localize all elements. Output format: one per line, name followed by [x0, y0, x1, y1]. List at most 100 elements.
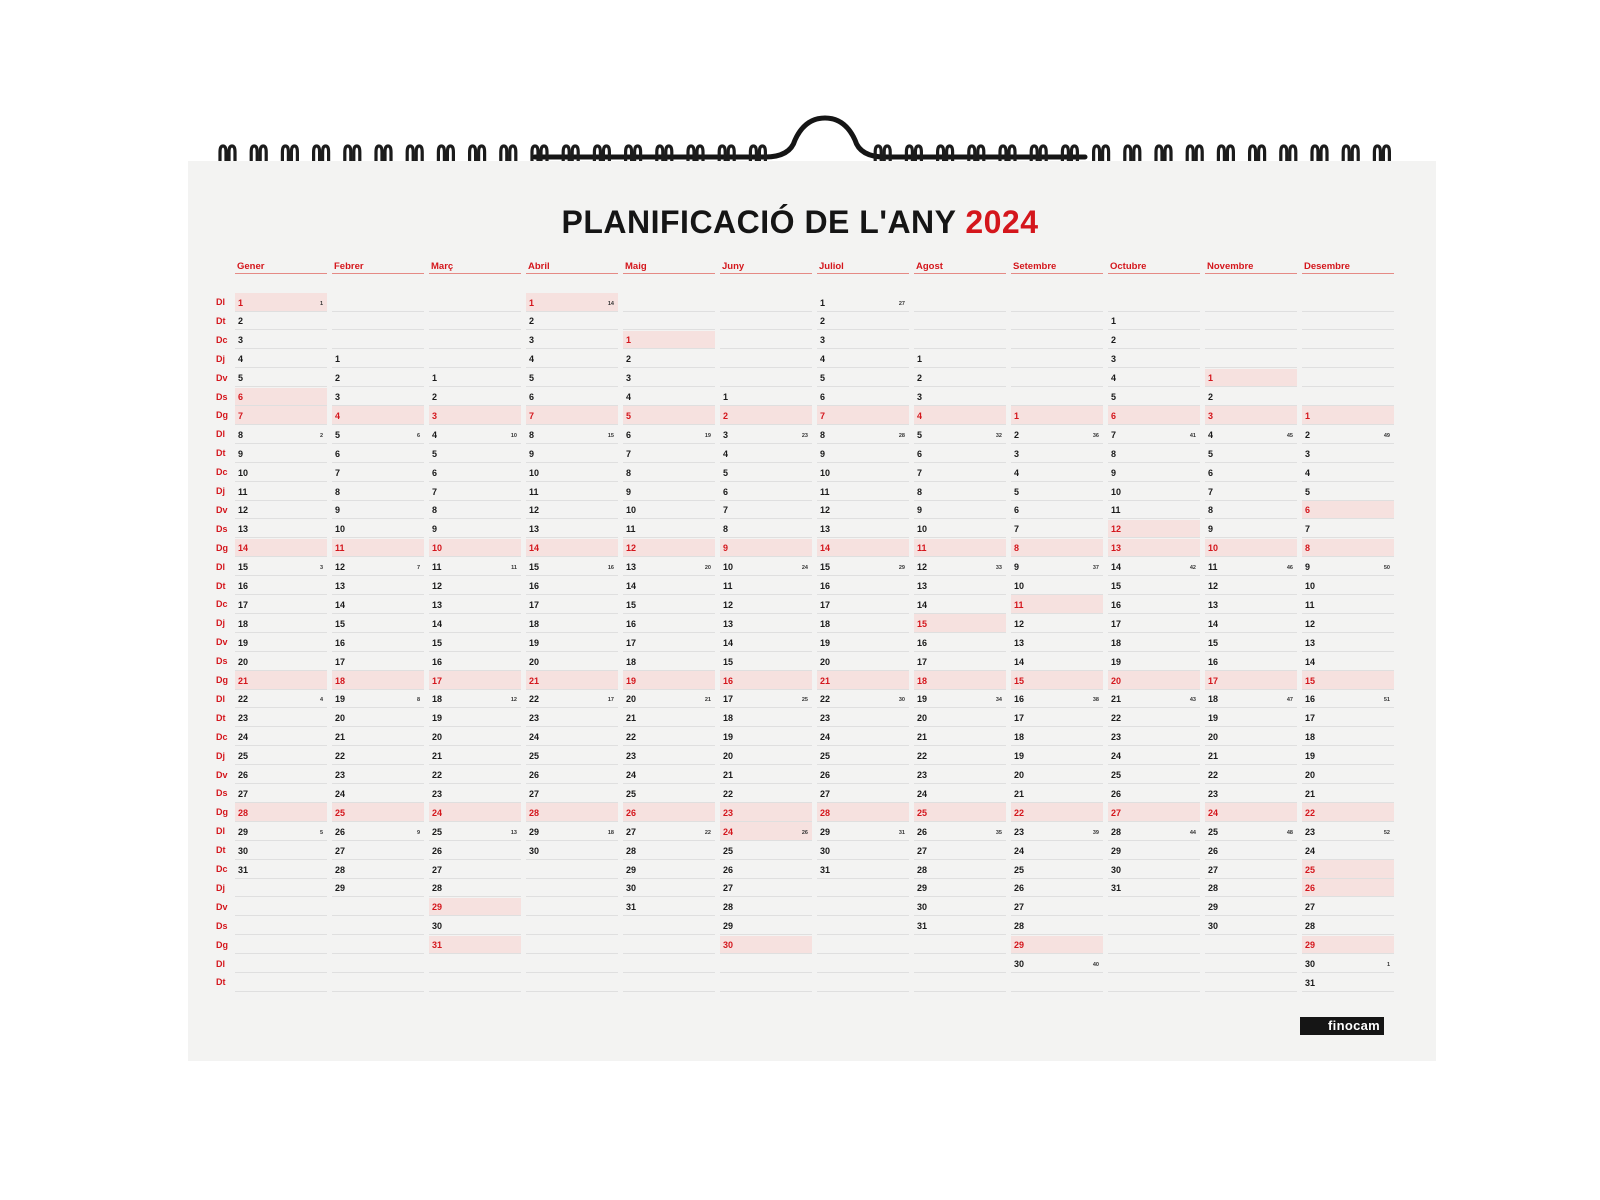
day-number: 18: [1111, 637, 1122, 648]
day-cell: 29 31: [817, 822, 909, 841]
day-number: 20: [820, 656, 831, 667]
day-number: 29: [723, 921, 734, 932]
day-cell: 24: [1205, 803, 1297, 822]
day-cell: 18: [817, 614, 909, 633]
day-cell: [914, 936, 1006, 955]
day-cell: 14: [1205, 614, 1297, 633]
day-number: 23: [917, 770, 928, 780]
day-cell: [332, 973, 424, 992]
day-number: 16: [335, 637, 346, 648]
day-cell: 26: [1205, 841, 1297, 860]
weekday-label: Dj: [216, 618, 225, 629]
weekday-label: Dc: [216, 334, 228, 345]
day-cell: 10: [914, 520, 1006, 539]
weekday-label: Dv: [216, 901, 228, 912]
week-number: 37: [1092, 565, 1099, 572]
day-cell: 27 22: [623, 822, 715, 841]
day-number: 4: [238, 354, 244, 365]
day-cell: 3: [623, 369, 715, 388]
week-number: 36: [1092, 432, 1099, 439]
day-number: 2: [335, 373, 341, 384]
day-cell: 15: [429, 633, 521, 652]
weekday-label: Dc: [216, 731, 228, 742]
day-number: 29: [820, 826, 831, 837]
day-number: 2: [1305, 429, 1311, 440]
day-number: 15: [1111, 581, 1122, 591]
day-cell: [914, 973, 1006, 992]
day-number: 29: [1111, 845, 1122, 856]
day-number: 22: [335, 751, 346, 762]
day-cell: 18: [1011, 728, 1103, 747]
day-number: 6: [238, 392, 244, 402]
day-cell: [1108, 955, 1200, 973]
day-cell: 14: [720, 633, 812, 652]
day-number: 15: [529, 562, 540, 573]
week-number: 29: [898, 565, 905, 572]
day-number: 1: [432, 373, 438, 384]
day-cell: 5: [235, 369, 327, 388]
day-cell: 6: [1205, 463, 1297, 482]
day-number: 6: [335, 448, 341, 459]
day-cell: 6: [720, 482, 812, 501]
day-cell: [1011, 973, 1103, 992]
day-number: 13: [917, 581, 928, 591]
week-number: 22: [704, 829, 711, 836]
day-cell: 12: [429, 577, 521, 595]
day-number: 11: [1014, 599, 1024, 610]
day-number: 29: [626, 864, 637, 875]
weekday-label: Ds: [216, 788, 228, 799]
day-cell: 13 20: [623, 558, 715, 577]
day-cell: 4: [235, 350, 327, 369]
day-number: 8: [1208, 505, 1214, 516]
day-number: 10: [626, 505, 637, 516]
day-cell: [1205, 293, 1297, 312]
day-number: 3: [820, 335, 826, 346]
month-header: Març: [429, 261, 521, 274]
day-cell: [526, 955, 618, 973]
day-cell: 11: [235, 482, 327, 501]
day-number: 2: [1208, 392, 1214, 402]
day-cell: 13: [720, 614, 812, 633]
day-number: 27: [529, 788, 540, 799]
day-cell: 7: [720, 501, 812, 520]
day-number: 21: [335, 732, 346, 743]
day-number: 2: [1014, 429, 1020, 440]
day-cell: 24: [429, 803, 521, 822]
day-cell: 27: [817, 784, 909, 803]
day-cell: [1302, 293, 1394, 312]
day-cell: 31: [817, 860, 909, 879]
day-cell: 19 8: [332, 690, 424, 709]
day-number: 22: [1305, 807, 1316, 818]
day-cell: 2: [914, 369, 1006, 388]
day-number: 27: [723, 883, 734, 894]
day-number: 7: [917, 467, 923, 478]
day-number: 4: [1014, 467, 1020, 478]
day-cell: 6: [429, 463, 521, 482]
week-number: 18: [607, 829, 614, 836]
day-number: 17: [1111, 618, 1122, 629]
day-number: 30: [1111, 864, 1122, 875]
day-number: 18: [723, 713, 734, 724]
day-cell: [720, 369, 812, 388]
day-number: 10: [1111, 486, 1122, 497]
day-number: 5: [529, 373, 535, 384]
day-cell: 10: [332, 520, 424, 539]
day-cell: [1302, 369, 1394, 388]
day-cell: 23: [914, 766, 1006, 784]
day-number: 6: [917, 448, 923, 459]
day-cell: 29: [1302, 935, 1394, 955]
day-cell: [1108, 973, 1200, 992]
day-number: 2: [917, 373, 923, 384]
day-cell: 11: [332, 538, 424, 558]
day-number: 4: [529, 354, 535, 365]
day-cell: [817, 955, 909, 973]
day-cell: 7: [914, 463, 1006, 482]
day-number: 17: [335, 656, 346, 667]
day-cell: 2: [235, 312, 327, 331]
day-number: 30: [432, 921, 443, 932]
day-number: 7: [335, 467, 341, 478]
day-cell: 9: [429, 520, 521, 539]
day-number: 25: [529, 751, 540, 762]
day-cell: [526, 917, 618, 936]
day-number: 3: [1305, 448, 1311, 459]
